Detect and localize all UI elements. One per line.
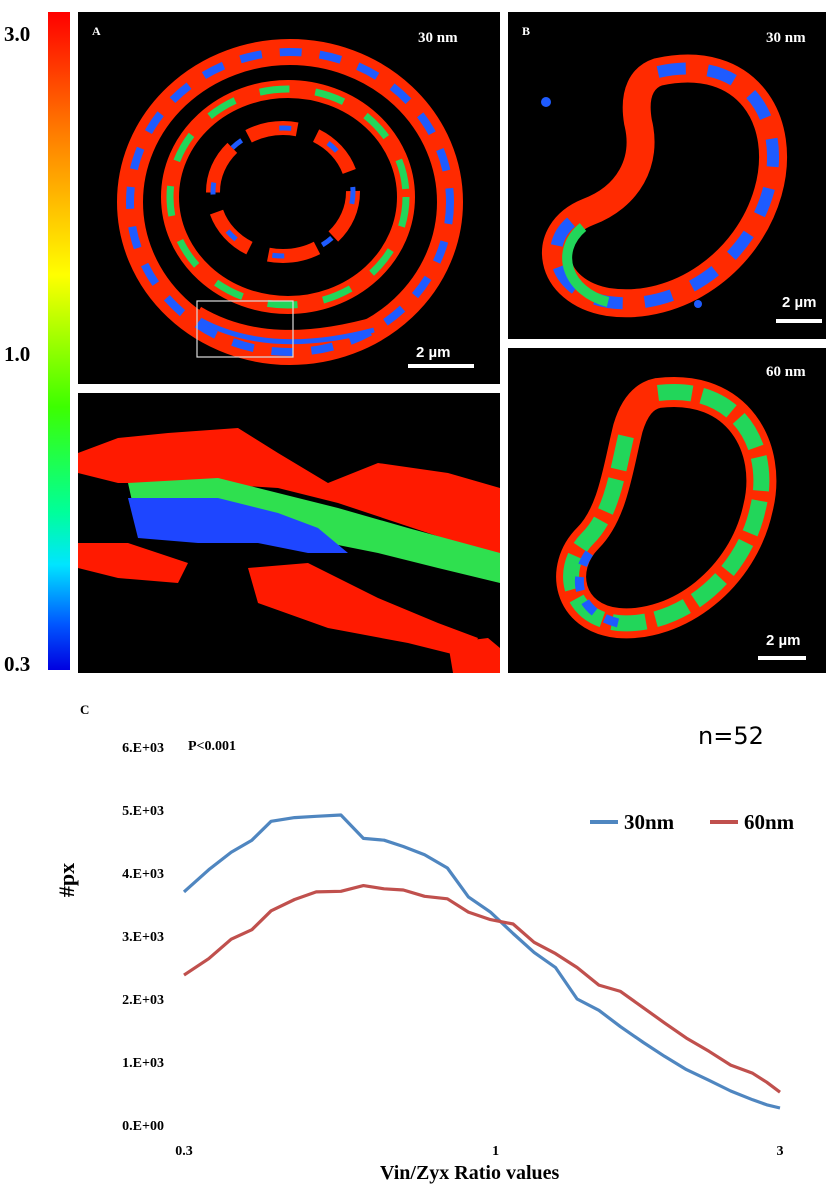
- ratio-histogram-chart: 0.E+00 1.E+03 2.E+03 3.E+03 4.E+03 5.E+03 6.E+…: [122, 741, 795, 1159]
- x-tick-label: 3: [777, 1144, 784, 1159]
- zoom-region-box: [196, 300, 294, 358]
- sample-size-label: n=52: [698, 722, 764, 750]
- panel-b-top-scale-bar: [776, 319, 822, 323]
- y-tick-label: 2.E+03: [122, 993, 164, 1008]
- significance-annotation: P<0.001: [188, 739, 237, 754]
- panel-a-scale-bar-label: 2 µm: [416, 344, 451, 361]
- y-tick-label: 4.E+03: [122, 867, 164, 882]
- y-tick-label: 0.E+00: [122, 1119, 164, 1134]
- series-line-30nm: [182, 813, 781, 1110]
- panel-b-bottom-scale-bar: [758, 656, 806, 660]
- series-line-60nm: [183, 884, 781, 1094]
- x-axis-label: Vin/Zyx Ratio values: [380, 1162, 560, 1184]
- panel-b-bottom-resolution: 60 nm: [766, 364, 806, 380]
- y-tick-label: 5.E+03: [122, 804, 164, 819]
- y-tick-label: 6.E+03: [122, 741, 164, 756]
- panel-b-top-ratio-map: [541, 54, 787, 318]
- legend-label-30nm: 30nm: [624, 810, 675, 834]
- panel-b-bottom-ratio-map: [556, 377, 777, 639]
- panel-a-label: A: [92, 24, 101, 38]
- panel-b-top-resolution: 30 nm: [766, 30, 806, 46]
- colorbar-min-label: 0.3: [4, 652, 31, 676]
- legend-label-60nm: 60nm: [744, 810, 795, 834]
- panel-a-ratio-map: [117, 39, 463, 365]
- x-tick-label: 0.3: [175, 1144, 193, 1159]
- panel-b-top-scale-bar-label: 2 µm: [782, 294, 817, 311]
- x-tick-label: 1: [492, 1144, 499, 1159]
- colorbar-max-label: 3.0: [4, 22, 31, 46]
- panel-b-bottom-scale-bar-label: 2 µm: [766, 632, 801, 649]
- panel-a-zoom-inset: [78, 393, 500, 673]
- ratio-colorbar: [48, 12, 70, 670]
- panel-b-label: B: [522, 24, 531, 38]
- y-tick-label: 3.E+03: [122, 930, 164, 945]
- panel-a-resolution: 30 nm: [418, 30, 458, 46]
- panel-a-image: A 30 nm 2 µm: [78, 12, 500, 384]
- colorbar-mid-label: 1.0: [4, 342, 31, 366]
- y-tick-label: 1.E+03: [122, 1056, 164, 1071]
- y-axis-label: #px: [54, 862, 79, 898]
- zoom-inset-ratio-map: [78, 428, 500, 673]
- panel-b-top-image: B 30 nm 2 µm: [508, 12, 826, 339]
- panel-c-label: C: [80, 702, 90, 717]
- panel-b-bottom-image: 60 nm 2 µm: [508, 348, 826, 673]
- panel-a-scale-bar: [408, 364, 474, 368]
